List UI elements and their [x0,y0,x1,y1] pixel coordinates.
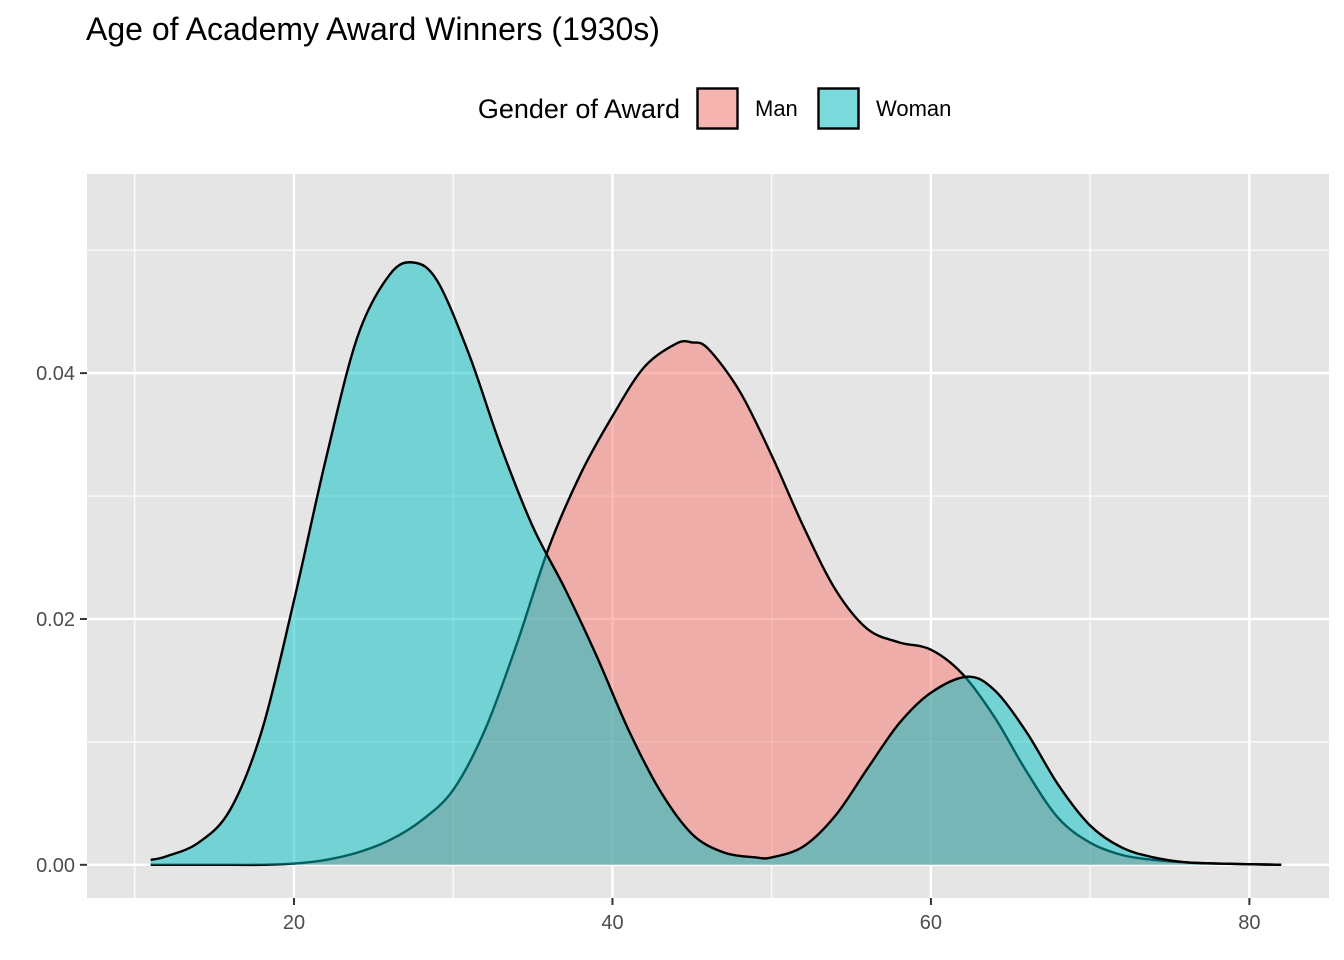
y-tick-label-0-02: 0.02 [36,609,75,631]
x-tick-label-20: 20 [283,912,305,934]
x-axis: 20 40 60 80 [283,898,1261,934]
x-tick-label-60: 60 [920,912,942,934]
density-area-woman [150,262,1282,865]
legend: Gender of Award Man Woman [478,87,951,130]
legend-items: Man Woman [696,87,951,130]
x-tick-label-40: 40 [601,912,623,934]
legend-label-man: Man [755,96,798,121]
x-tick-label-80: 80 [1238,912,1260,934]
y-axis: 0.00 0.02 0.04 [36,363,87,877]
legend-label-woman: Woman [876,96,951,121]
legend-title: Gender of Award [478,94,680,124]
density-outline-woman [150,261,1282,867]
legend-swatch-man [696,87,739,130]
density-areas [150,261,1282,867]
y-tick-label-0-04: 0.04 [36,363,75,385]
legend-swatch-woman [817,87,860,130]
chart-title: Age of Academy Award Winners (1930s) [86,11,660,47]
y-tick-label-0: 0.00 [36,855,75,877]
